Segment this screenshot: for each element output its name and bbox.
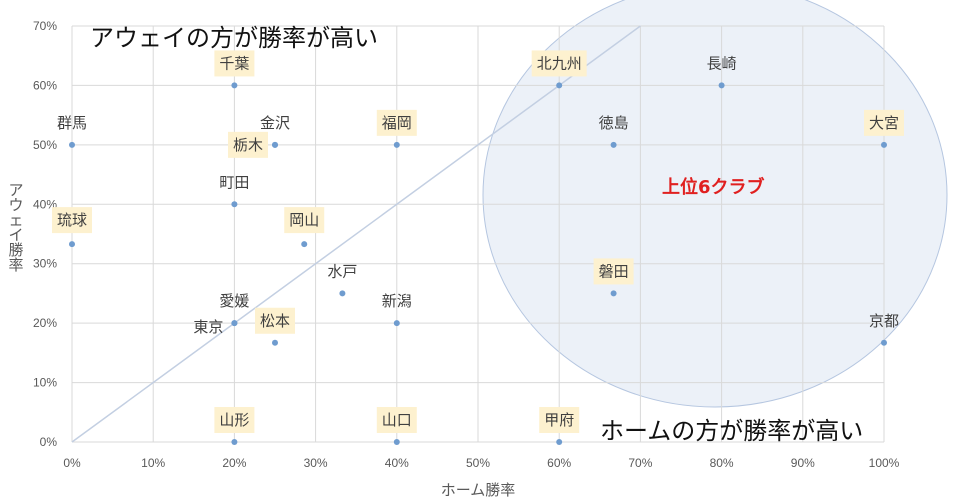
point-label-highlight-box [228, 131, 268, 158]
point-label: 松本 [260, 312, 290, 330]
data-point [272, 339, 278, 346]
top-six-circle [482, 0, 948, 408]
point-label: 岡山 [289, 211, 319, 229]
x-tick-label: 100% [869, 456, 900, 470]
point-label: 町田 [219, 173, 249, 191]
y-tick-label: 0% [40, 435, 58, 449]
point-label-highlight-box [284, 207, 325, 234]
top-six-label: 上位6クラブ [662, 176, 765, 198]
point-label: 甲府 [544, 411, 574, 429]
point-label-highlight-box [376, 407, 417, 433]
point-label: 長崎 [707, 54, 737, 72]
data-point [231, 439, 238, 445]
y-tick-label: 10% [33, 376, 57, 390]
data-point [610, 141, 617, 148]
point-label: 徳島 [599, 114, 629, 132]
data-point [231, 82, 238, 89]
reference-diagonal-line [71, 25, 641, 443]
y-axis-title: アウェイ勝率 [8, 181, 23, 274]
y-tick-label: 70% [33, 19, 57, 33]
point-label: 山口 [382, 411, 412, 429]
y-axis-ticks: 0% 10% 20% 30% 40% 50% 60% 70% [33, 19, 57, 449]
y-tick-label: 40% [33, 197, 57, 211]
data-point [393, 141, 400, 148]
point-label: 大宮 [869, 114, 899, 132]
point-label: 北九州 [537, 54, 582, 72]
point-label: 福岡 [382, 114, 412, 132]
point-label-highlight-box [255, 307, 295, 334]
point-label-highlight-box [376, 109, 417, 136]
annotation-away-higher: アウェイの方が勝率が高い [90, 24, 378, 52]
data-point [610, 290, 617, 297]
data-point [556, 82, 563, 89]
data-point [881, 141, 887, 148]
point-label-highlight-box [593, 258, 634, 285]
x-tick-label: 60% [547, 456, 571, 470]
data-point [231, 201, 238, 208]
data-point [69, 241, 75, 248]
x-tick-label: 40% [385, 456, 409, 470]
point-label-highlight-box [214, 50, 255, 77]
y-tick-label: 20% [33, 316, 57, 330]
data-point [231, 320, 238, 327]
point-label-highlight-box [214, 407, 255, 433]
x-tick-label: 30% [304, 456, 328, 470]
data-point [718, 82, 725, 89]
point-label-highlight-box [531, 50, 587, 77]
point-label: 京都 [869, 312, 899, 330]
y-tick-label: 30% [33, 257, 57, 271]
point-label: 東京 [193, 318, 223, 336]
y-tick-label: 60% [33, 78, 57, 92]
x-tick-label: 50% [466, 456, 490, 470]
data-point [393, 439, 400, 445]
point-label: 群馬 [57, 114, 87, 132]
point-label-highlight-box [864, 109, 904, 136]
x-tick-label: 20% [222, 456, 246, 470]
point-label: 金沢 [260, 114, 290, 132]
point-label: 磐田 [599, 262, 629, 280]
data-point [272, 141, 278, 148]
x-axis-ticks: 0% 10% 20% 30% 40% 50% 60% 70% 80% 90% 100% [63, 456, 899, 470]
grid-lines [71, 25, 885, 443]
point-label: 水戸 [327, 262, 357, 280]
data-point [881, 339, 887, 346]
point-label: 山形 [219, 411, 249, 429]
data-point [339, 290, 346, 297]
point-label-highlight-box [539, 407, 580, 433]
data-point [301, 241, 308, 248]
point-label: 栃木 [233, 136, 263, 154]
point-label: 新潟 [382, 292, 412, 310]
point-label-highlight-box [52, 207, 92, 234]
data-point [69, 141, 75, 148]
x-tick-label: 70% [628, 456, 652, 470]
annotation-home-higher: ホームの方が勝率が高い [600, 417, 863, 445]
y-tick-label: 50% [33, 138, 57, 152]
x-axis-title: ホーム勝率 [441, 481, 516, 499]
x-tick-label: 0% [63, 456, 81, 470]
point-label: 愛媛 [219, 292, 249, 310]
data-point [556, 439, 563, 445]
x-tick-label: 80% [710, 456, 734, 470]
point-label: 琉球 [57, 211, 87, 229]
data-point [393, 320, 400, 327]
x-tick-label: 90% [791, 456, 815, 470]
point-label: 千葉 [219, 54, 249, 72]
x-tick-label: 10% [141, 456, 165, 470]
